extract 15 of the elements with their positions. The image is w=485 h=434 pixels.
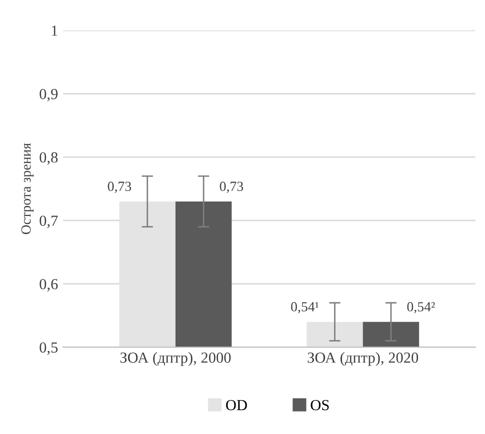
y-tick-label: 0,5: [40, 342, 58, 355]
data-label: 0,73: [220, 182, 244, 194]
data-label: 0,54²: [407, 302, 435, 314]
data-label: 0,54¹: [291, 302, 319, 314]
legend-label: OS: [310, 400, 329, 410]
data-label: 0,73: [108, 182, 132, 194]
y-tick-label: 0,6: [40, 278, 58, 292]
y-tick-label: 0,9: [40, 88, 58, 102]
y-tick-label: 0,8: [40, 152, 58, 165]
y-axis-title: Острота зрения: [21, 143, 34, 234]
legend-label: OD: [226, 400, 247, 410]
y-tick-label: 1: [52, 26, 58, 36]
x-tick-label: ЗОА (дптр), 2020: [308, 352, 418, 366]
y-tick-label: 0,7: [40, 216, 58, 228]
x-tick-label: ЗОА (дптр), 2000: [120, 352, 231, 366]
